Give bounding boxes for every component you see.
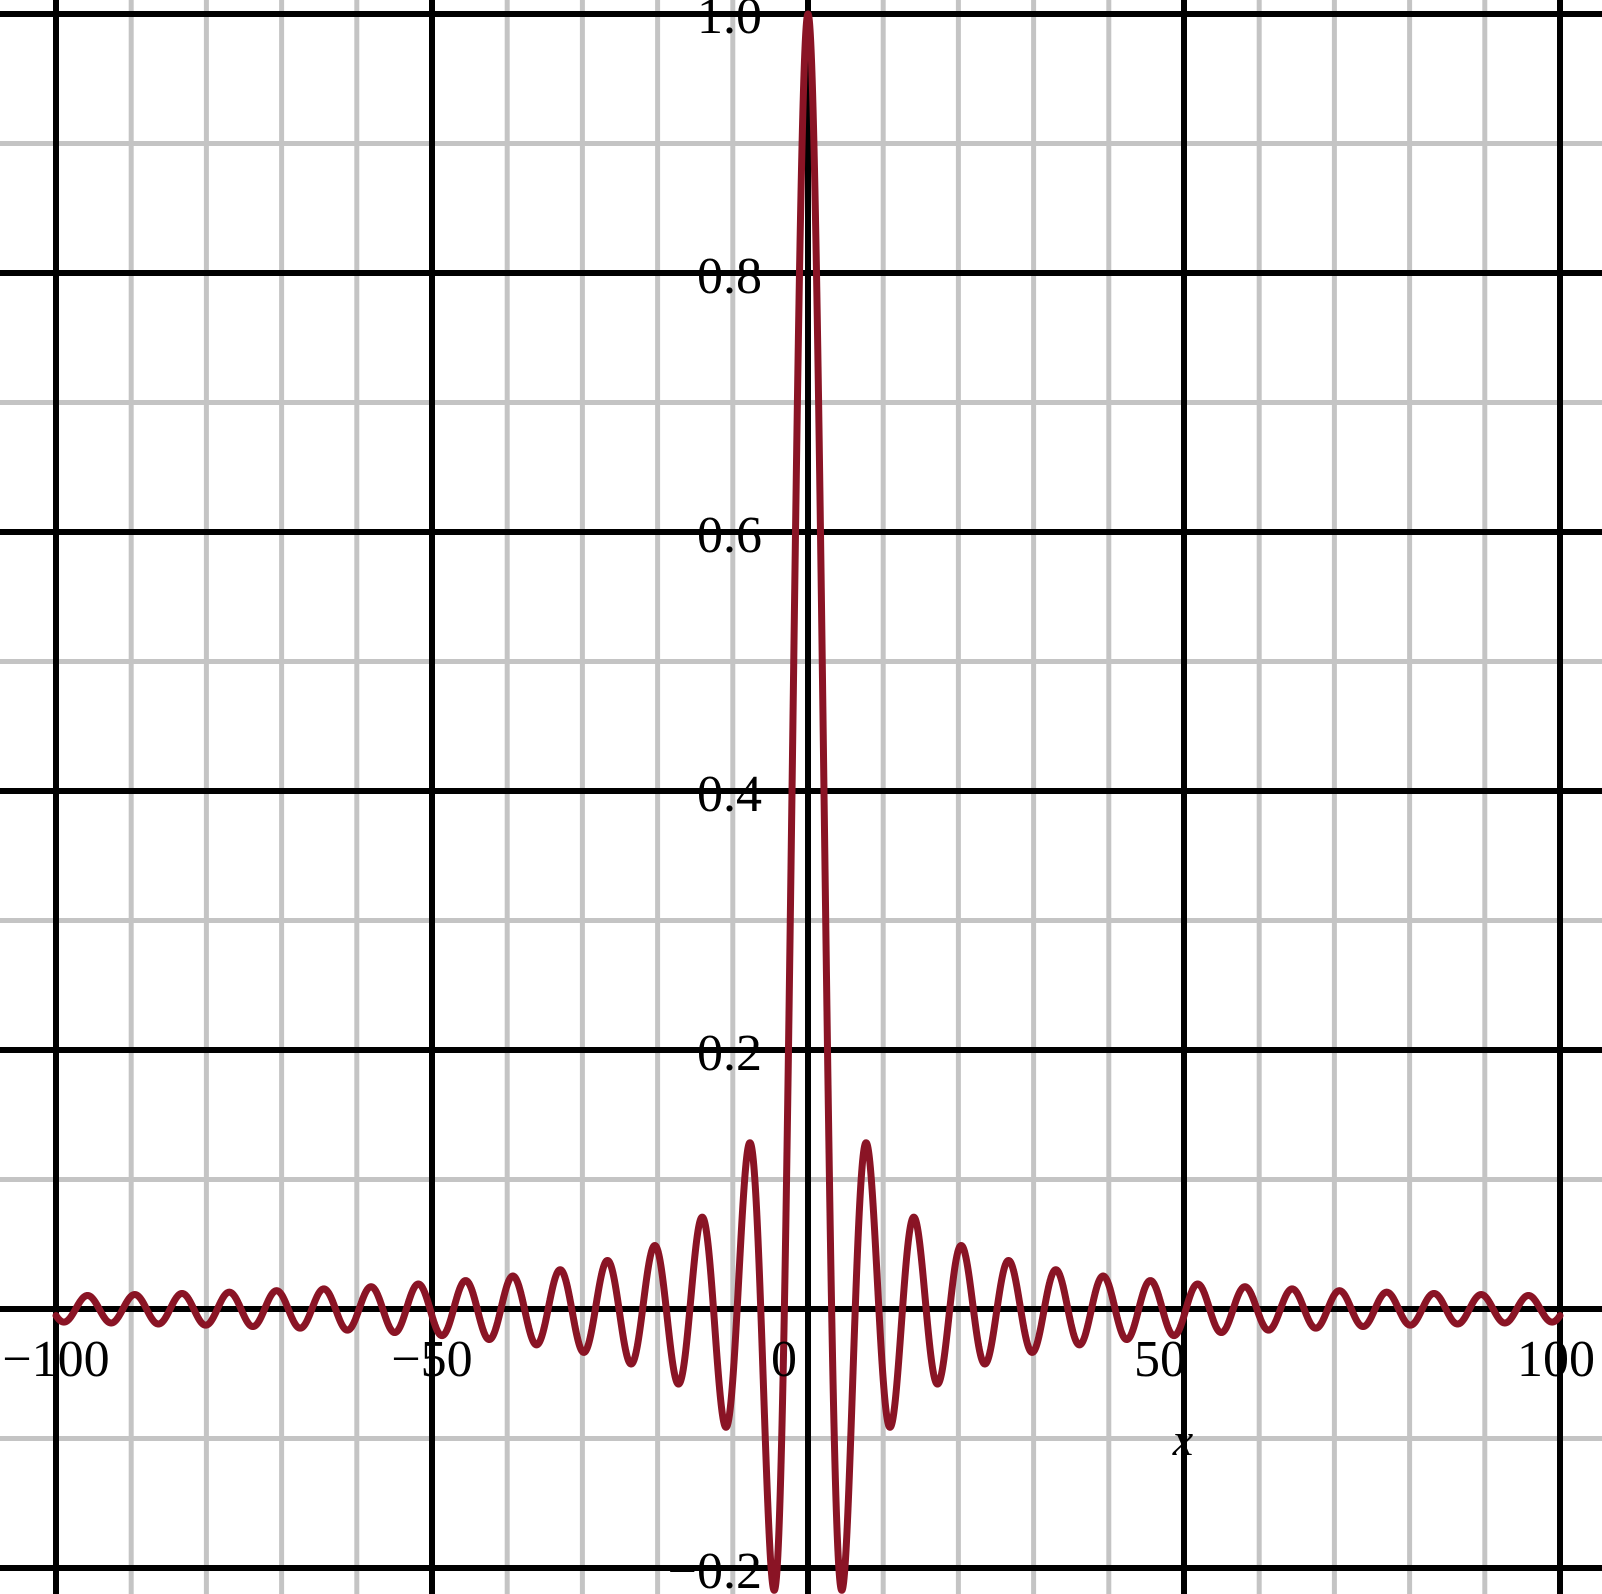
y-tick-label-1.0: 1.0 xyxy=(697,0,762,45)
y-tick-label--0.2: −0.2 xyxy=(668,1543,762,1594)
data-series-sinc xyxy=(52,10,1564,1594)
y-tick-label-0.4: 0.4 xyxy=(697,766,762,823)
x-tick-label--50: −50 xyxy=(391,1331,472,1388)
x-tick-label-0: 0 xyxy=(771,1331,797,1388)
y-tick-label-0.6: 0.6 xyxy=(697,507,762,564)
x-tick-label--100: −100 xyxy=(2,1331,109,1388)
x-tick-label-50: 50 xyxy=(1134,1331,1186,1388)
y-tick-label-0.8: 0.8 xyxy=(697,248,762,305)
y-tick-label-0.2: 0.2 xyxy=(697,1025,762,1082)
x-tick-label-100: 100 xyxy=(1517,1331,1595,1388)
x-axis-label: x xyxy=(1172,1414,1194,1465)
